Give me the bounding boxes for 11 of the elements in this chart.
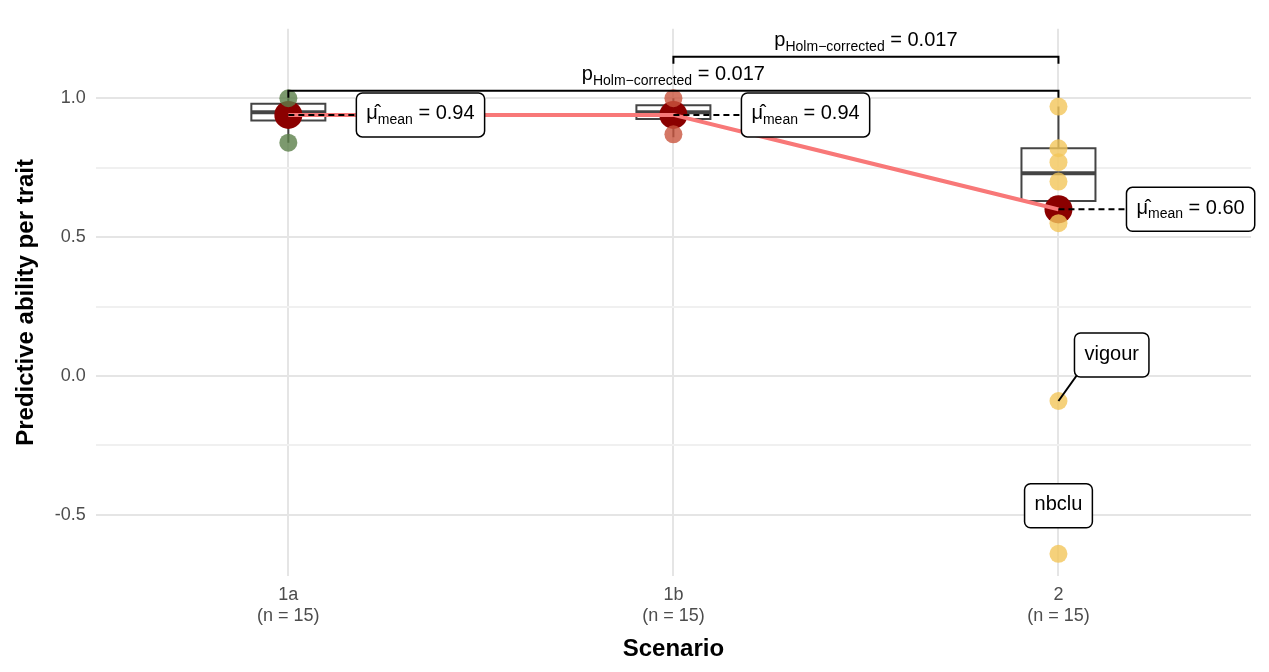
y-tick-label: 0.5 xyxy=(60,226,86,247)
x-tick-label: 1b (n = 15) xyxy=(642,583,705,626)
y-tick-label: -0.5 xyxy=(54,503,86,524)
x-axis-title: Scenario xyxy=(622,634,725,662)
y-tick-label: 0.0 xyxy=(60,364,86,385)
x-tick-label: 2 (n = 15) xyxy=(1027,583,1090,626)
x-tick-label: 1a (n = 15) xyxy=(257,583,320,626)
y-tick-label: 1.0 xyxy=(60,87,86,108)
annotation: nbclu xyxy=(1034,492,1083,515)
annotation: vigour xyxy=(1084,341,1140,364)
y-axis-title: Predictive ability per trait xyxy=(11,159,39,446)
